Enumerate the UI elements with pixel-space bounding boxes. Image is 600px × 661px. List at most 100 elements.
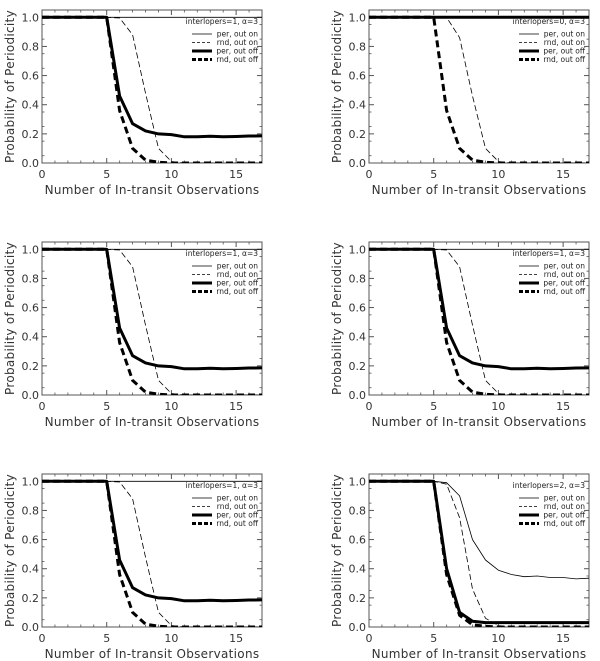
legend-label-per-out-on: per, out on xyxy=(544,494,585,503)
series-line-rnd-out-off xyxy=(369,247,589,395)
y-tick-label: 0.4 xyxy=(349,563,367,576)
legend-label-rnd-out-on: rnd, out on xyxy=(217,270,258,279)
y-tick-label: 0.8 xyxy=(22,40,40,53)
x-tick-label: 10 xyxy=(164,632,178,645)
legend-label-rnd-out-off: rnd, out off xyxy=(216,55,258,64)
x-axis-label: Number of In-transit Observations xyxy=(45,183,260,197)
y-tick-label: 1.0 xyxy=(349,243,367,256)
x-tick-label: 15 xyxy=(229,400,243,413)
x-tick-label: 10 xyxy=(491,168,505,181)
legend-label-rnd-out-off: rnd, out off xyxy=(216,519,258,528)
y-axis-label: Probability of Periodicity xyxy=(330,474,344,627)
y-tick-label: 0.0 xyxy=(349,621,367,634)
x-tick-label: 10 xyxy=(164,168,178,181)
legend-label-rnd-out-on: rnd, out on xyxy=(544,38,585,47)
x-tick-label: 0 xyxy=(39,400,46,413)
y-tick-label: 0.6 xyxy=(22,534,40,547)
series-line-rnd-out-off xyxy=(369,15,589,163)
x-tick-label: 10 xyxy=(164,400,178,413)
legend-title: interlopers=1, α=3 xyxy=(513,249,586,258)
x-tick-label: 0 xyxy=(366,400,373,413)
x-tick-label: 0 xyxy=(39,632,46,645)
chart-panel-4: 0.0 0.2 0.4 0.6 0.8 1.0 0 5 10 15 Number of In-tra… xyxy=(330,241,590,429)
legend-label-rnd-out-off: rnd, out off xyxy=(543,519,585,528)
y-tick-label: 0.8 xyxy=(22,504,40,517)
x-tick-label: 0 xyxy=(366,168,373,181)
x-axis-label: Number of In-transit Observations xyxy=(372,183,587,197)
y-tick-label: 0.6 xyxy=(22,70,40,83)
y-tick-label: 0.6 xyxy=(22,302,40,315)
legend-title: interlopers=1, α=3 xyxy=(186,481,259,490)
legend-label-per-out-on: per, out on xyxy=(544,262,585,271)
plot-frame xyxy=(41,9,263,164)
x-tick-label: 15 xyxy=(556,632,570,645)
legend-label-rnd-out-off: rnd, out off xyxy=(543,55,585,64)
x-tick-label: 5 xyxy=(430,400,437,413)
y-axis-label: Probability of Periodicity xyxy=(3,242,17,395)
series-line-rnd-out-off xyxy=(42,247,262,395)
y-axis-label: Probability of Periodicity xyxy=(330,242,344,395)
chart-panel-5: 0.0 0.2 0.4 0.6 0.8 1.0 0 5 10 15 Number of In-tra… xyxy=(3,473,263,661)
y-tick-label: 0.2 xyxy=(349,360,367,373)
chart-panel-2: 0.0 0.2 0.4 0.6 0.8 1.0 0 5 10 15 Number of In-tra… xyxy=(330,9,590,197)
x-axis-label: Number of In-transit Observations xyxy=(372,415,587,429)
y-tick-label: 1.0 xyxy=(22,475,40,488)
legend-label-rnd-out-off: rnd, out off xyxy=(543,287,585,296)
legend-label-per-out-on: per, out on xyxy=(544,30,585,39)
legend-label-per-out-on: per, out on xyxy=(217,494,258,503)
x-tick-label: 5 xyxy=(103,632,110,645)
y-tick-label: 0.4 xyxy=(22,331,40,344)
plot-frame xyxy=(368,241,590,396)
y-tick-label: 0.4 xyxy=(349,99,367,112)
series-line-rnd-out-off xyxy=(369,479,589,627)
x-axis-label: Number of In-transit Observations xyxy=(45,647,260,661)
y-tick-label: 0.0 xyxy=(349,389,367,402)
y-tick-label: 0.8 xyxy=(22,272,40,285)
x-tick-label: 5 xyxy=(103,168,110,181)
x-axis-label: Number of In-transit Observations xyxy=(372,647,587,661)
y-tick-label: 1.0 xyxy=(22,11,40,24)
x-tick-label: 10 xyxy=(491,632,505,645)
y-tick-label: 0.0 xyxy=(22,621,40,634)
chart-panel-3: 0.0 0.2 0.4 0.6 0.8 1.0 0 5 10 15 Number of In-tra… xyxy=(3,241,263,429)
chart-panel-6: 0.0 0.2 0.4 0.6 0.8 1.0 0 5 10 15 Number of In-tra… xyxy=(330,473,590,661)
y-tick-label: 0.2 xyxy=(22,592,40,605)
y-tick-label: 0.2 xyxy=(22,128,40,141)
x-axis-label: Number of In-transit Observations xyxy=(45,415,260,429)
legend-label-per-out-off: per, out off xyxy=(216,279,258,288)
y-tick-label: 1.0 xyxy=(22,243,40,256)
legend-label-rnd-out-on: rnd, out on xyxy=(544,502,585,511)
chart-panel-1: 0.0 0.2 0.4 0.6 0.8 1.0 0 5 10 15 Number of In-tra… xyxy=(3,9,263,197)
y-tick-label: 0.4 xyxy=(22,563,40,576)
legend-label-rnd-out-off: rnd, out off xyxy=(216,287,258,296)
y-tick-label: 0.8 xyxy=(349,504,367,517)
y-axis-label: Probability of Periodicity xyxy=(330,10,344,163)
legend-label-per-out-off: per, out off xyxy=(216,511,258,520)
plot-frame xyxy=(41,241,263,396)
y-tick-label: 0.4 xyxy=(349,331,367,344)
legend-title: interlopers=1, α=3 xyxy=(186,249,259,258)
legend-label-rnd-out-on: rnd, out on xyxy=(217,38,258,47)
legend-label-per-out-on: per, out on xyxy=(217,262,258,271)
legend-title: interlopers=2, α=3 xyxy=(513,481,586,490)
series-line-rnd-out-off xyxy=(42,15,262,163)
plot-frame xyxy=(41,473,263,628)
legend-label-per-out-off: per, out off xyxy=(216,47,258,56)
y-tick-label: 0.0 xyxy=(349,157,367,170)
y-tick-label: 0.0 xyxy=(22,157,40,170)
y-tick-label: 1.0 xyxy=(349,475,367,488)
legend-label-rnd-out-on: rnd, out on xyxy=(544,270,585,279)
x-tick-label: 0 xyxy=(39,168,46,181)
x-tick-label: 15 xyxy=(229,632,243,645)
x-tick-label: 5 xyxy=(103,400,110,413)
legend-label-rnd-out-on: rnd, out on xyxy=(217,502,258,511)
y-tick-label: 0.4 xyxy=(22,99,40,112)
y-axis-label: Probability of Periodicity xyxy=(3,474,17,627)
